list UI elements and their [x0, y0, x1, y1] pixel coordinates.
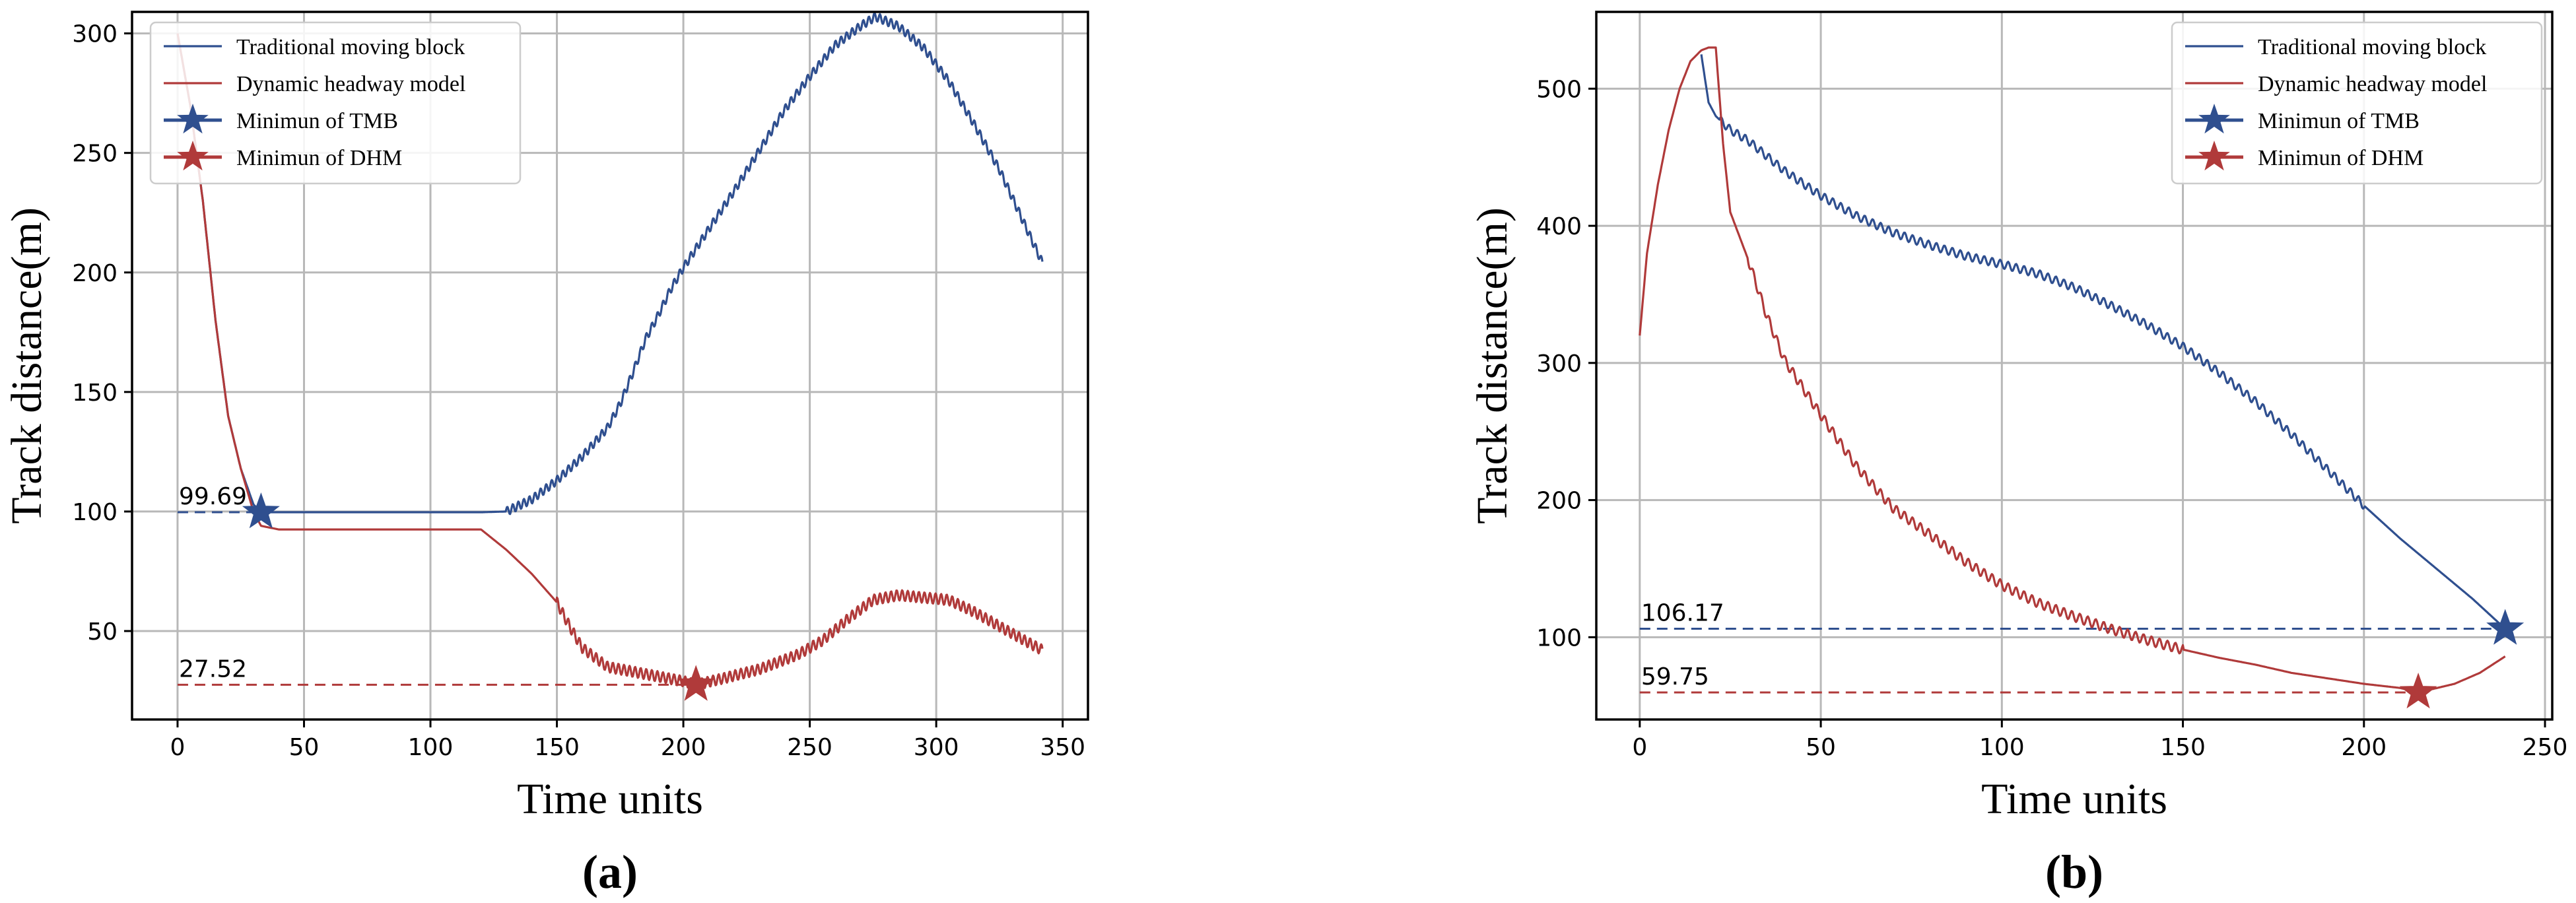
min-value-label-minimun-of-dhm: 27.52 [179, 655, 247, 683]
series-line-traditional-moving-block [176, 12, 1044, 516]
y-tick-label: 300 [1536, 351, 1582, 378]
x-tick-label: 350 [1040, 734, 1085, 761]
star-marker-minimun-of-dhm [2399, 673, 2437, 709]
x-tick-label: 50 [289, 734, 320, 761]
chart-panel-b: 106.17 59.75 0 50 100 150 200 250 100 200 300 400 50… [1468, 11, 2568, 898]
x-tick-label: 100 [408, 734, 454, 761]
star-marker-minimun-of-dhm [677, 665, 715, 701]
y-tick-label: 250 [72, 141, 118, 168]
y-tick-label: 300 [72, 21, 118, 48]
series-line-dynamic-headway-model [176, 33, 1044, 690]
legend: Traditional moving block Dynamic headway … [2171, 21, 2543, 185]
y-tick-label: 150 [72, 380, 118, 407]
x-tick-label: 0 [1632, 734, 1647, 761]
legend-star-icon [2198, 141, 2230, 171]
x-tick-label: 200 [2341, 734, 2387, 761]
series-line-dynamic-headway-model [1639, 46, 2506, 694]
star-marker-minimun-of-tmb [2486, 609, 2525, 645]
y-tick-label: 400 [1536, 213, 1582, 240]
legend-entry-dynamic-headway-model: Dynamic headway model [236, 72, 465, 96]
min-value-label-minimun-of-tmb: 99.69 [179, 483, 247, 510]
x-tick-label: 0 [170, 734, 185, 761]
legend: Traditional moving block Dynamic headway … [149, 21, 522, 185]
x-tick-label: 150 [534, 734, 580, 761]
star-marker-minimun-of-tmb [242, 492, 280, 529]
legend-entry-minimun-of-dhm: Minimun of DHM [236, 146, 402, 170]
legend-star-icon [2198, 104, 2230, 134]
legend-entry-minimun-of-tmb: Minimun of TMB [236, 109, 398, 133]
x-tick-label: 150 [2160, 734, 2206, 761]
y-axis-label: Track distance(m) [3, 207, 51, 524]
legend-star-icon [177, 141, 209, 171]
legend-box [149, 21, 522, 185]
y-tick-label: 500 [1536, 76, 1582, 103]
panel-label: (b) [2045, 846, 2103, 898]
chart-panel-a: 99.69 27.52 0 50 100 150 200 250 300 350 50 100 150 2… [3, 11, 1089, 898]
y-axis-label: Track distance(m) [1468, 207, 1516, 524]
x-tick-label: 100 [1979, 734, 2025, 761]
x-axis-label: Time units [517, 775, 703, 823]
series-line-traditional-moving-block [1700, 54, 2506, 630]
legend-entry-minimun-of-dhm: Minimun of DHM [2258, 146, 2423, 170]
panel-label: (a) [582, 846, 638, 898]
legend-entry-traditional-moving-block: Traditional moving block [2258, 35, 2486, 59]
legend-star-icon [177, 104, 209, 134]
y-tick-label: 200 [72, 260, 118, 287]
min-value-label-minimun-of-tmb: 106.17 [1641, 600, 1724, 627]
plot-frame [131, 11, 1089, 721]
legend-entry-dynamic-headway-model: Dynamic headway model [2258, 72, 2487, 96]
y-tick-label: 100 [72, 499, 118, 526]
x-tick-label: 50 [1806, 734, 1836, 761]
legend-entry-minimun-of-tmb: Minimun of TMB [2258, 109, 2420, 133]
plot-frame [1595, 11, 2554, 721]
y-tick-label: 50 [87, 619, 118, 646]
x-tick-label: 200 [661, 734, 706, 761]
min-value-label-minimun-of-dhm: 59.75 [1641, 663, 1709, 690]
y-tick-label: 100 [1536, 624, 1582, 652]
x-tick-label: 250 [2523, 734, 2568, 761]
x-tick-label: 300 [914, 734, 959, 761]
x-axis-label: Time units [1981, 775, 2167, 823]
y-tick-label: 200 [1536, 488, 1582, 515]
legend-entry-traditional-moving-block: Traditional moving block [236, 35, 465, 59]
x-tick-label: 250 [787, 734, 832, 761]
legend-box [2171, 21, 2543, 185]
